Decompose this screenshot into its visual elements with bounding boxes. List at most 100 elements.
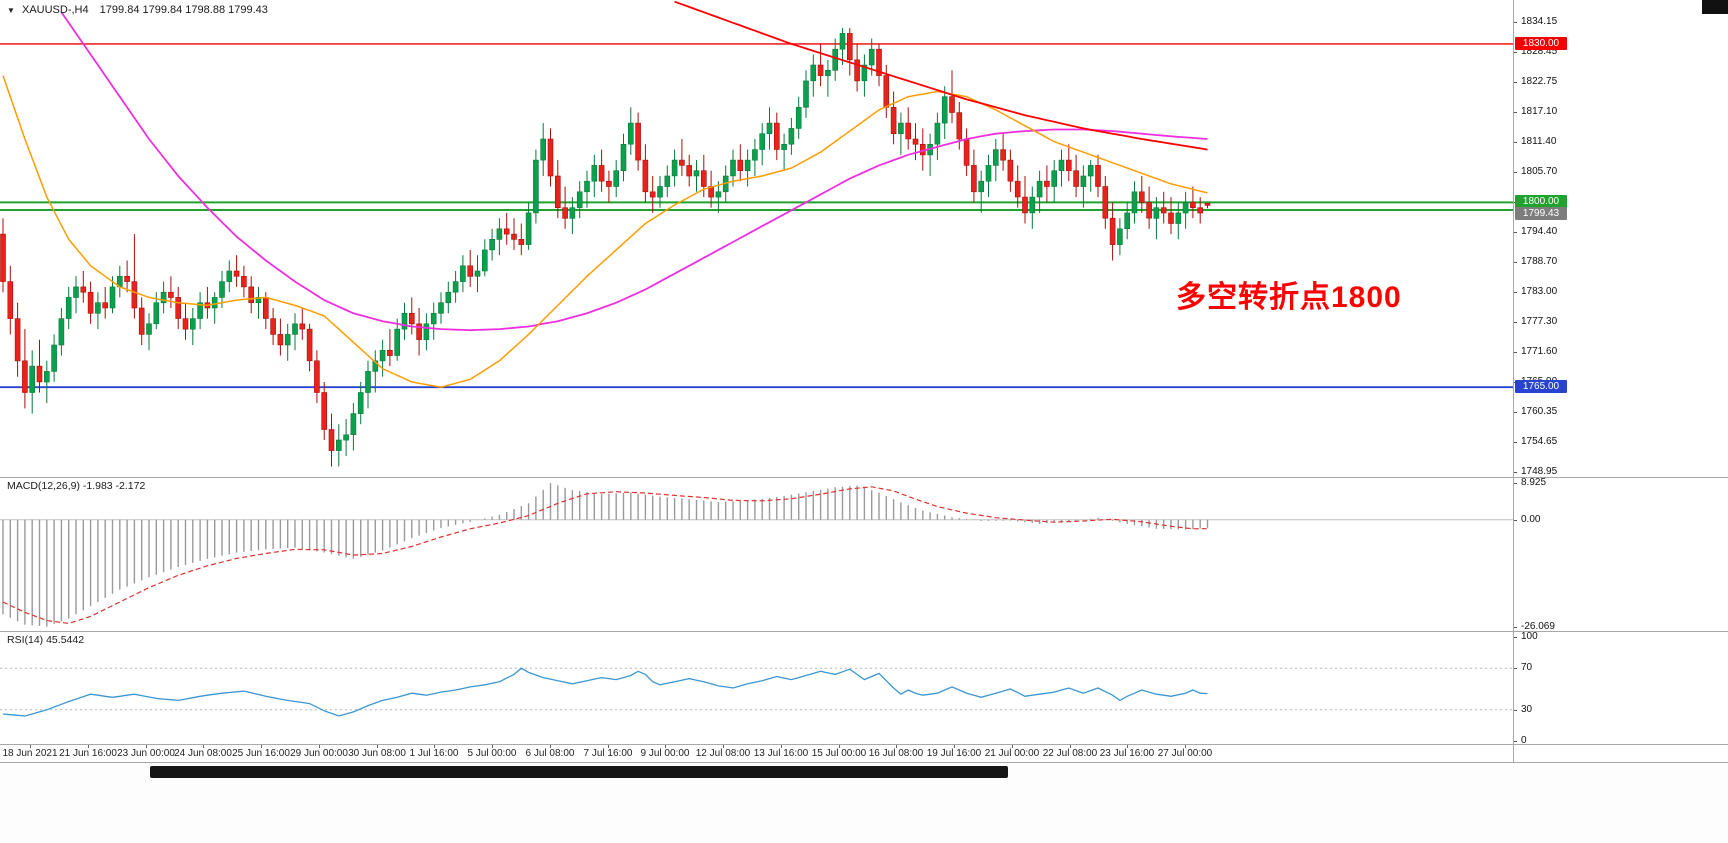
time-axis-label: 23 Jul 16:00 bbox=[1099, 748, 1155, 759]
candle-up bbox=[372, 360, 379, 372]
candle-up bbox=[95, 302, 101, 314]
price-axis-label: 1817.10 bbox=[1521, 106, 1558, 117]
macd-axis-tick bbox=[1513, 520, 1517, 521]
candle-down bbox=[7, 281, 14, 319]
macd-panel-canvas[interactable] bbox=[0, 477, 1513, 631]
price-axis-label: 1822.75 bbox=[1521, 76, 1558, 87]
rsi-axis-label: 0 bbox=[1521, 735, 1527, 746]
candle-down bbox=[314, 360, 320, 393]
candle-down bbox=[679, 159, 685, 166]
time-axis-tick bbox=[492, 744, 493, 748]
trend-annotation-text: 多空转折点1800 bbox=[1176, 281, 1402, 314]
time-axis-tick bbox=[1127, 744, 1128, 748]
candle-up bbox=[197, 302, 203, 319]
rsi-line bbox=[2, 667, 1208, 717]
time-axis-tick bbox=[781, 744, 782, 748]
candle-up bbox=[613, 170, 620, 187]
horizontal-scrollbar-thumb[interactable] bbox=[150, 766, 1008, 778]
time-axis-tick bbox=[146, 744, 147, 748]
ohlc-readout: 1799.84 1799.84 1798.88 1799.43 bbox=[99, 4, 268, 16]
candle-up bbox=[992, 149, 999, 166]
candle-up bbox=[343, 434, 349, 441]
candle-down bbox=[321, 392, 328, 430]
panel-separator bbox=[0, 744, 1728, 745]
candle-down bbox=[241, 275, 247, 288]
candle-down bbox=[1204, 202, 1211, 206]
candle-up bbox=[620, 144, 627, 172]
candle-up bbox=[591, 165, 598, 182]
candle-down bbox=[503, 228, 510, 235]
candle-up bbox=[445, 291, 452, 304]
time-axis-label: 16 Jul 08:00 bbox=[868, 748, 924, 759]
time-axis-label: 15 Jul 00:00 bbox=[811, 748, 867, 759]
price-axis-label: 1748.95 bbox=[1521, 466, 1558, 477]
panel-separator bbox=[0, 762, 1728, 763]
candle-down bbox=[168, 291, 174, 298]
candle-down bbox=[270, 318, 276, 335]
candle-up bbox=[394, 328, 401, 356]
candle-up bbox=[146, 323, 152, 335]
candle-down bbox=[649, 191, 656, 198]
candle-down bbox=[138, 307, 145, 335]
candle-down bbox=[1102, 186, 1109, 219]
candle-up bbox=[65, 297, 72, 319]
candle-up bbox=[284, 334, 291, 346]
time-axis-label: 9 Jul 00:00 bbox=[640, 748, 690, 759]
candle-up bbox=[525, 212, 532, 245]
candle-down bbox=[1109, 217, 1116, 245]
candle-up bbox=[438, 302, 444, 314]
time-axis-tick bbox=[203, 744, 204, 748]
candle-down bbox=[182, 318, 189, 330]
time-axis-tick bbox=[377, 744, 378, 748]
symbol-dropdown-icon: ▼ bbox=[7, 5, 15, 15]
time-axis-label: 29 Jun 00:00 bbox=[290, 748, 348, 759]
macd-axis-label: -26.069 bbox=[1521, 621, 1555, 632]
time-axis-tick bbox=[608, 744, 609, 748]
rsi-axis-tick bbox=[1513, 710, 1517, 711]
candle-down bbox=[562, 207, 568, 219]
candle-down bbox=[1066, 159, 1072, 172]
candle-down bbox=[233, 270, 240, 277]
symbol-timeframe: XAUUSD-,H4 bbox=[21, 4, 89, 16]
price-axis-tick bbox=[1513, 172, 1517, 173]
price-axis-separator bbox=[1513, 0, 1514, 762]
candle-up bbox=[365, 371, 371, 393]
candle-up bbox=[1153, 207, 1160, 219]
price-axis-label: 1794.40 bbox=[1521, 226, 1558, 237]
candle-up bbox=[51, 344, 57, 372]
candle-down bbox=[328, 429, 335, 451]
candle-up bbox=[73, 286, 79, 298]
macd-signal-line bbox=[2, 486, 1208, 625]
macd-axis-tick bbox=[1513, 483, 1517, 484]
candle-up bbox=[576, 191, 583, 208]
candle-down bbox=[1073, 170, 1079, 187]
candle-up bbox=[898, 122, 904, 134]
time-axis-tick bbox=[1185, 744, 1186, 748]
rsi-axis-tick bbox=[1513, 741, 1517, 742]
price-axis-label: 1777.30 bbox=[1521, 316, 1558, 327]
candle-down bbox=[642, 159, 649, 193]
price-chart-canvas[interactable] bbox=[0, 0, 1513, 477]
candle-down bbox=[700, 170, 707, 187]
candle-up bbox=[190, 318, 196, 330]
price-tag: 1800.00 bbox=[1515, 195, 1567, 208]
price-axis-tick bbox=[1513, 82, 1517, 83]
rsi-panel-canvas[interactable] bbox=[0, 631, 1513, 744]
price-axis-tick bbox=[1513, 22, 1517, 23]
time-axis-label: 7 Jul 16:00 bbox=[583, 748, 633, 759]
price-tag: 1765.00 bbox=[1515, 380, 1567, 393]
ma-magenta-line bbox=[60, 11, 1208, 332]
candle-up bbox=[496, 228, 503, 240]
candle-down bbox=[277, 334, 284, 346]
candle-up bbox=[1124, 212, 1130, 229]
candle-up bbox=[1131, 191, 1138, 214]
time-axis-label: 19 Jul 16:00 bbox=[926, 748, 982, 759]
candle-up bbox=[941, 96, 948, 124]
bottom-strip bbox=[0, 763, 1728, 843]
time-axis-tick bbox=[550, 744, 551, 748]
candle-down bbox=[883, 75, 890, 108]
candle-down bbox=[956, 112, 963, 140]
time-axis-tick bbox=[723, 744, 724, 748]
candle-down bbox=[854, 59, 860, 82]
candle-up bbox=[1036, 180, 1043, 198]
